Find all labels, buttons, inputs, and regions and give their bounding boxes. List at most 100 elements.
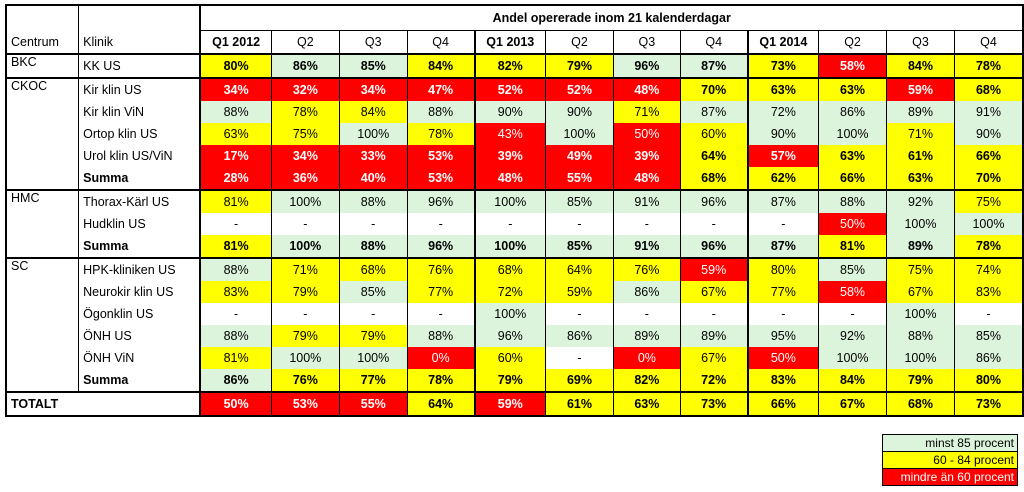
value-cell: 81% <box>200 235 272 259</box>
value-cell: 90% <box>747 123 820 145</box>
value-cell: 85% <box>545 190 614 213</box>
value-cell: 79% <box>474 369 547 393</box>
value-cell: 76% <box>407 258 476 281</box>
total-label: TOTALT <box>4 392 202 417</box>
value-cell: 83% <box>200 281 272 303</box>
value-cell: 58% <box>818 54 887 79</box>
value-cell: 62% <box>747 167 820 191</box>
value-cell: 39% <box>613 145 681 167</box>
value-cell: 73% <box>747 54 820 79</box>
value-cell: - <box>545 303 614 325</box>
value-cell: 72% <box>680 369 749 393</box>
value-cell: 57% <box>747 145 820 167</box>
klinik-cell: Hudklin US <box>78 213 202 235</box>
value-cell: 36% <box>271 167 340 191</box>
value-cell: 96% <box>680 190 749 213</box>
value-cell: 60% <box>474 347 547 369</box>
value-cell: 86% <box>954 347 1024 369</box>
value-cell: 84% <box>407 54 476 79</box>
value-cell: 88% <box>200 325 272 347</box>
value-cell: 84% <box>886 54 955 79</box>
value-cell: - <box>200 303 272 325</box>
value-cell: 85% <box>339 54 408 79</box>
value-cell: 90% <box>474 101 547 123</box>
value-cell: 77% <box>747 281 820 303</box>
klinik-cell: Kir klin ViN <box>78 101 202 123</box>
table-row: SC HPK-kliniken US 88% 71% 68% 76% 68% 64% 76% 59… <box>5 258 1024 393</box>
value-cell: 80% <box>747 258 820 281</box>
column-header-quarter: Q3 <box>339 30 408 55</box>
value-cell: 89% <box>680 325 749 347</box>
value-cell: 86% <box>200 369 272 393</box>
value-cell: 88% <box>407 325 476 347</box>
value-cell: 96% <box>474 325 547 347</box>
value-cell: 91% <box>613 235 681 259</box>
legend-entry: mindre än 60 procent <box>882 468 1018 486</box>
value-cell: - <box>545 347 614 369</box>
value-cell: 91% <box>613 190 681 213</box>
value-cell: 100% <box>818 347 887 369</box>
value-cell: 48% <box>474 167 547 191</box>
table-row: Ögonklin US - - - -100% - - - - -100% - <box>6 303 1024 325</box>
column-header-quarter: Q4 <box>680 30 749 55</box>
column-header-quarter: Q3 <box>613 30 681 55</box>
total-value-cell: 73% <box>954 392 1024 417</box>
value-cell: 86% <box>818 101 887 123</box>
value-cell: 78% <box>407 123 476 145</box>
centrum-cell: SC <box>5 258 80 393</box>
value-cell: 100% <box>339 123 408 145</box>
value-cell: 78% <box>271 101 340 123</box>
value-cell: 85% <box>339 281 408 303</box>
value-cell: 81% <box>200 190 272 213</box>
value-cell: 78% <box>954 54 1024 79</box>
value-cell: 96% <box>613 54 681 79</box>
value-cell: 70% <box>954 167 1024 191</box>
value-cell: 100% <box>818 123 887 145</box>
value-cell: 88% <box>407 101 476 123</box>
value-cell: 69% <box>545 369 614 393</box>
legend-row: minst 85 procent <box>882 434 1018 452</box>
value-cell: 80% <box>200 54 272 79</box>
value-cell: 75% <box>271 123 340 145</box>
value-cell: 100% <box>954 213 1024 235</box>
table-row: Neurokir klin US 83% 79% 85% 77% 72% 59% 86% 67%… <box>6 281 1024 303</box>
value-cell: 70% <box>680 78 749 101</box>
klinik-cell: HPK-kliniken US <box>78 258 202 281</box>
klinik-cell: Thorax-Kärl US <box>78 190 202 213</box>
total-value-cell: 67% <box>818 392 887 417</box>
table-title: Andel opererade inom 21 kalenderdagar <box>199 4 1024 31</box>
table-row: Ortop klin US 63% 75% 100% 78% 43% 100% 50% 60% 9… <box>6 123 1024 145</box>
value-cell: 100% <box>474 303 547 325</box>
value-cell: - <box>545 213 614 235</box>
legend-entry: 60 - 84 procent <box>882 451 1018 469</box>
value-cell: 87% <box>747 190 820 213</box>
value-cell: 79% <box>271 281 340 303</box>
klinik-cell: Summa <box>78 235 202 259</box>
value-cell: 48% <box>613 78 681 101</box>
value-cell: 68% <box>680 167 749 191</box>
value-cell: 100% <box>474 190 547 213</box>
value-cell: 89% <box>886 235 955 259</box>
value-cell: - <box>407 303 476 325</box>
value-cell: 0% <box>613 347 681 369</box>
value-cell: 87% <box>680 101 749 123</box>
table-row: ÖNH US 88% 79% 79% 88% 96% 86% 89% 89% 95% 92% 88% 8… <box>6 325 1024 347</box>
value-cell: 28% <box>200 167 272 191</box>
value-cell: 100% <box>474 235 547 259</box>
value-cell: 86% <box>613 281 681 303</box>
value-cell: 52% <box>474 78 547 101</box>
total-value-cell: 73% <box>680 392 749 417</box>
value-cell: - <box>339 303 408 325</box>
value-cell: 90% <box>954 123 1024 145</box>
value-cell: 90% <box>545 101 614 123</box>
value-cell: 59% <box>545 281 614 303</box>
value-cell: - <box>747 213 820 235</box>
value-cell: 71% <box>613 101 681 123</box>
value-cell: 92% <box>886 190 955 213</box>
value-cell: 63% <box>747 78 820 101</box>
value-cell: 83% <box>747 369 820 393</box>
value-cell: 61% <box>886 145 955 167</box>
value-cell: 79% <box>339 325 408 347</box>
value-cell: 64% <box>545 258 614 281</box>
value-cell: 81% <box>200 347 272 369</box>
